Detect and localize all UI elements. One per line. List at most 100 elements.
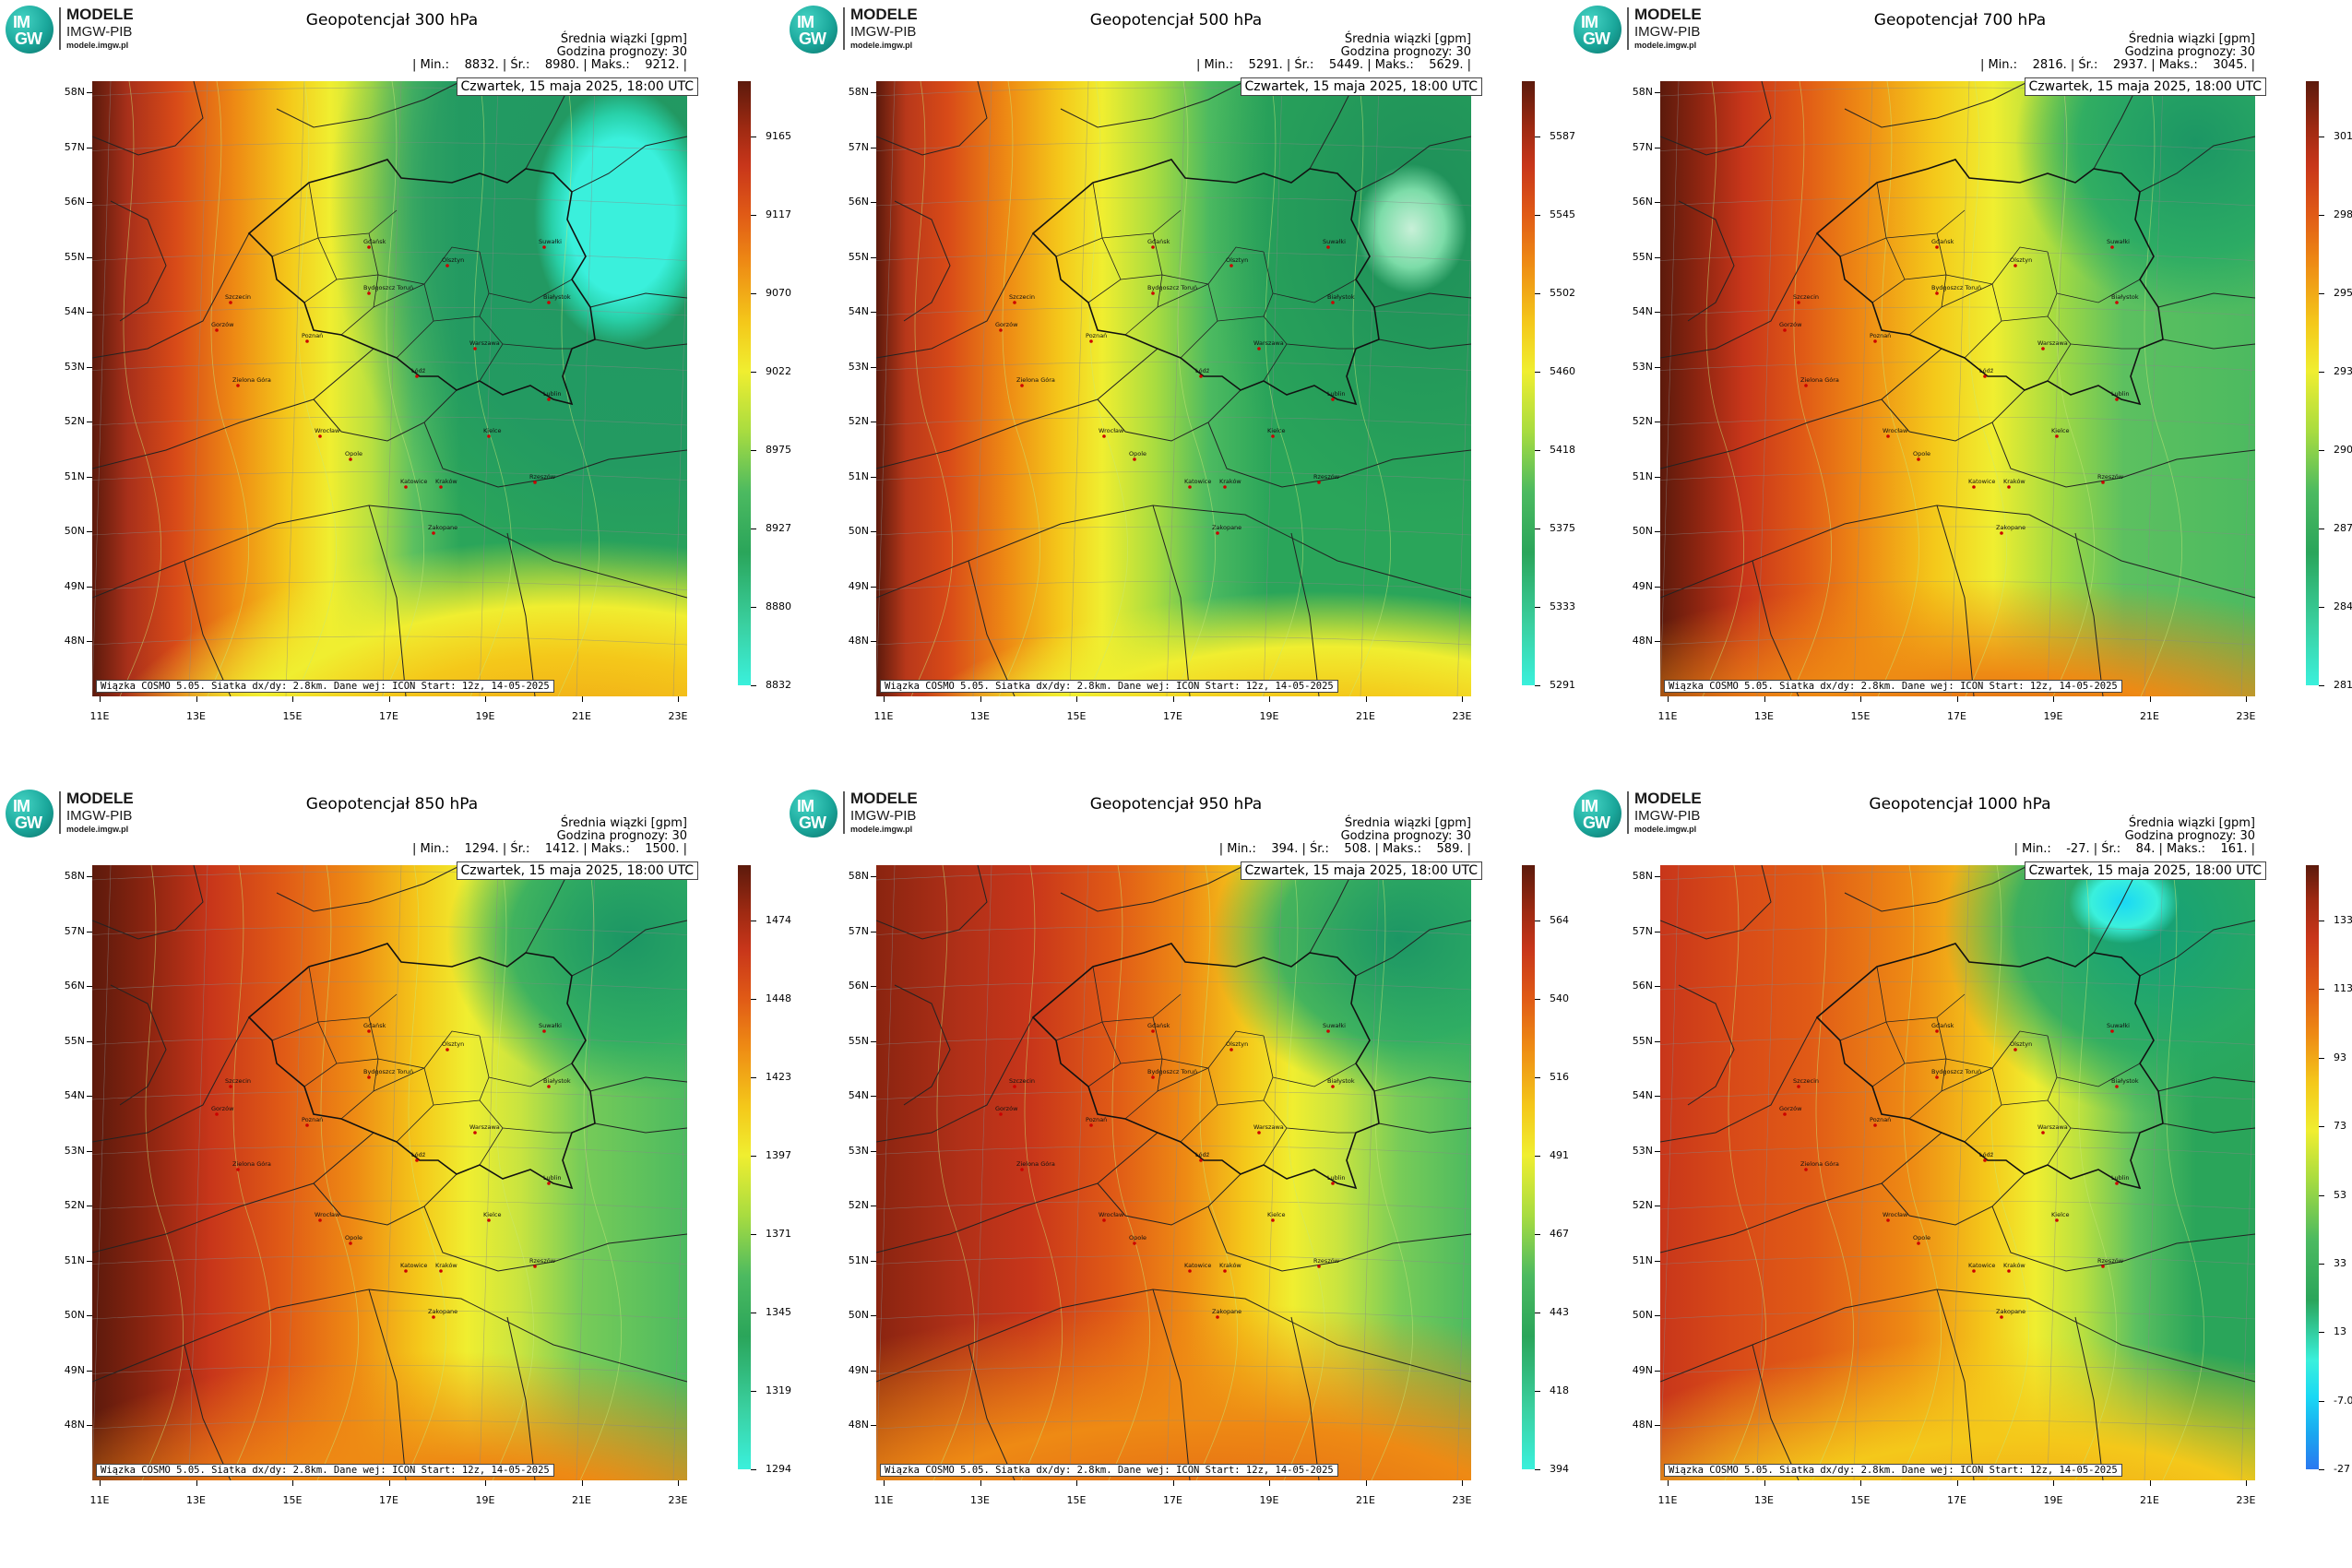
voivodeship-border	[1286, 343, 1356, 350]
forecast-hour: Godzina prognozy: 30	[556, 45, 687, 59]
city-marker	[2007, 1269, 2011, 1273]
colorbar-label: 540	[1550, 992, 1569, 1004]
latitude-tick	[87, 92, 92, 93]
longitude-tick	[1668, 1480, 1669, 1486]
logo-title: MODELE	[1634, 6, 1702, 23]
longitude-label: 15E	[1066, 710, 1087, 722]
colorbar-label: 443	[1550, 1306, 1569, 1318]
city-label: Poznań	[1870, 1116, 1891, 1123]
longitude-label: 13E	[970, 1494, 990, 1506]
city-label: Bydgoszcz Toruń	[1931, 284, 1981, 291]
voivodeship-border	[433, 315, 504, 382]
city-marker	[1797, 301, 1800, 304]
city-label: Poznań	[1086, 332, 1107, 339]
stats-line: | Min.: 5291. | Śr.: 5449. | Maks.: 5629…	[1195, 58, 1471, 72]
voivodeship-border	[1941, 283, 2002, 359]
city-label: Zielona Góra	[1800, 376, 1839, 384]
logo-subtitle: IMGW-PIB	[66, 808, 133, 824]
country-border	[1290, 532, 1320, 696]
voivodeship-border	[308, 182, 398, 239]
latitude-label: 53N	[848, 360, 869, 373]
colorbar	[738, 81, 751, 685]
logo-mark-top: IM	[1581, 13, 1598, 31]
city-label: Kielce	[2051, 1211, 2069, 1218]
city-label: Gorzów	[211, 1105, 234, 1112]
latitude-tick	[1655, 641, 1660, 642]
logo-title: MODELE	[850, 6, 918, 23]
latitude-tick	[871, 1096, 876, 1097]
city-marker	[1271, 1218, 1275, 1222]
country-border	[92, 81, 204, 156]
latitude-label: 49N	[1632, 579, 1653, 592]
latitude-label: 52N	[1632, 415, 1653, 427]
city-marker	[229, 301, 232, 304]
city-label: Warszawa	[1253, 339, 1284, 347]
city-marker	[547, 301, 551, 304]
longitude-tick	[388, 1480, 390, 1486]
city-label: Katowice	[400, 478, 427, 485]
city-marker	[1886, 434, 1890, 438]
colorbar-tick	[1535, 1234, 1540, 1235]
colorbar-tick	[2319, 1400, 2324, 1402]
city-marker	[439, 485, 443, 489]
latitude-tick	[1655, 256, 1660, 258]
latitude-label: 58N	[848, 86, 869, 98]
city-label: Suwałki	[539, 1022, 562, 1029]
city-marker	[547, 1182, 551, 1185]
colorbar-tick	[2319, 1194, 2324, 1196]
longitude-tick	[485, 1480, 486, 1486]
city-label: Gorzów	[211, 321, 234, 328]
longitude-tick	[2053, 1480, 2054, 1486]
colorbar-label: -7.0	[2334, 1394, 2352, 1407]
country-border	[2157, 1076, 2255, 1092]
colorbar-label: 5375	[1550, 522, 1575, 534]
country-border	[92, 1016, 250, 1143]
colorbar-label: 467	[1550, 1228, 1569, 1240]
city-label: Olsztyn	[442, 256, 464, 264]
voivodeship-border	[1120, 274, 1163, 336]
city-label: Opole	[1129, 1234, 1146, 1241]
country-border	[92, 865, 204, 940]
logo-divider	[59, 791, 61, 834]
colorbar-label: 1371	[766, 1228, 791, 1240]
colorbar-tick	[751, 450, 756, 451]
logo-mark-top: IM	[797, 13, 814, 31]
city-label: Lublin	[543, 390, 561, 398]
city-marker	[2115, 301, 2119, 304]
city-marker	[1935, 245, 1939, 249]
country-border	[1678, 984, 1735, 1106]
city-label: Gorzów	[995, 321, 1018, 328]
longitude-label: 19E	[1259, 710, 1279, 722]
city-label: Szczecin	[1793, 293, 1819, 301]
forecast-hour: Godzina prognozy: 30	[2124, 45, 2255, 59]
latitude-label: 50N	[64, 1309, 85, 1321]
city-marker	[487, 434, 491, 438]
latitude-label: 48N	[1632, 1419, 1653, 1431]
city-marker	[236, 1168, 240, 1171]
city-marker	[1917, 1241, 1920, 1245]
city-marker	[367, 245, 371, 249]
city-marker	[1216, 531, 1219, 535]
city-marker	[487, 1218, 491, 1222]
longitude-label: 17E	[379, 1494, 398, 1506]
forecast-hour: Godzina prognozy: 30	[2124, 829, 2255, 843]
latitude-tick	[871, 1425, 876, 1426]
logo-mark-top: IM	[1581, 797, 1598, 815]
longitude-label: 23E	[2236, 1494, 2256, 1506]
city-label: Gorzów	[1779, 321, 1802, 328]
longitude-label: 21E	[2140, 710, 2159, 722]
colorbar-tick	[2319, 607, 2324, 608]
country-border	[1660, 81, 1772, 156]
city-marker	[318, 434, 322, 438]
longitude-label: 17E	[1947, 710, 1966, 722]
logo-subtitle: IMGW-PIB	[66, 24, 133, 40]
logo-url: modele.imgw.pl	[66, 825, 129, 834]
longitude-tick	[1172, 1480, 1174, 1486]
model-credit: Wiązka COSMO 5.05. Siatka dx/dy: 2.8km. …	[880, 1464, 1338, 1477]
country-border	[571, 920, 687, 977]
colorbar-label: 2988	[2334, 208, 2352, 220]
city-label: Szczecin	[1009, 293, 1035, 301]
longitude-label: 11E	[89, 1494, 110, 1506]
latitude-label: 55N	[1632, 1034, 1653, 1047]
city-label: Kraków	[2003, 478, 2025, 485]
